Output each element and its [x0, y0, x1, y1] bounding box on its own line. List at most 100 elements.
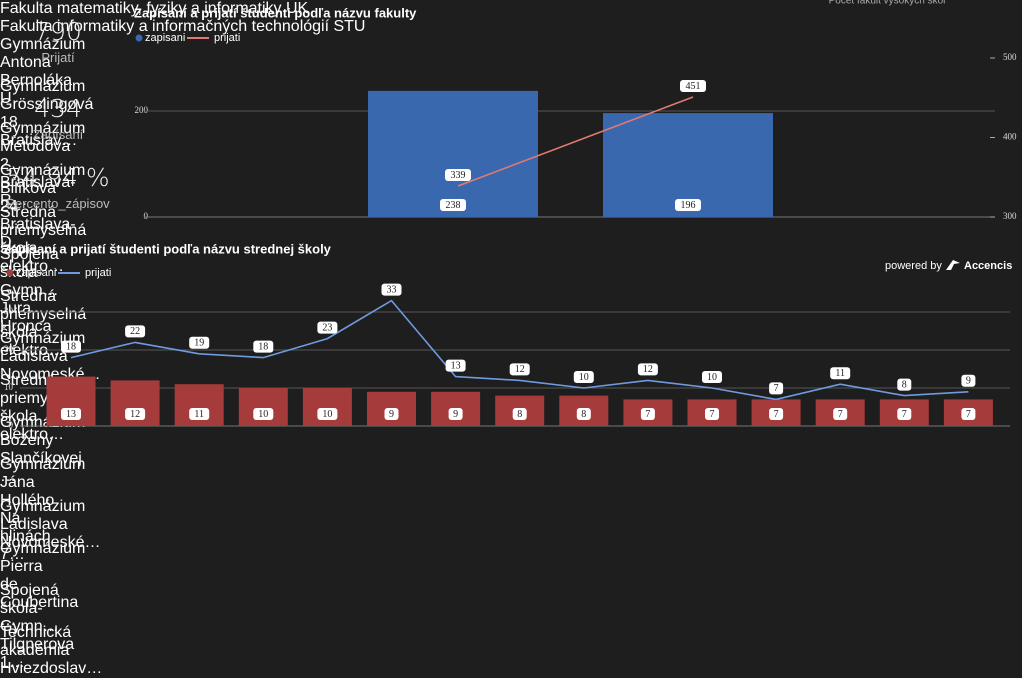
- data-label: 7: [710, 409, 715, 420]
- data-label-box: [445, 359, 466, 372]
- data-label-box: [189, 336, 210, 349]
- data-label-box: [833, 408, 848, 420]
- data-label-box: [705, 408, 719, 420]
- kpi-label: Prijatí: [41, 50, 75, 65]
- x-tick-label: Spojená škola-Gymn… Jura Hronca …: [0, 246, 59, 353]
- data-label: 12: [515, 364, 525, 375]
- data-label-box: [830, 367, 851, 380]
- data-label-box: [384, 408, 399, 420]
- data-label-box: [680, 79, 706, 92]
- data-label: 7: [774, 383, 779, 394]
- data-label-box: [961, 408, 976, 420]
- charts: Zapísaní a prijatí študenti podľa názvu …: [3, 0, 1017, 430]
- data-label: 10: [707, 372, 717, 383]
- data-label-box: [702, 371, 722, 383]
- legend-label: prijati: [85, 267, 111, 279]
- data-label: 238: [446, 200, 461, 211]
- bar: [238, 388, 288, 426]
- x-tick-label: Gymnázium Pierra de Coubertina …: [0, 540, 86, 629]
- data-label-box: [637, 363, 658, 376]
- branding: powered by Accencis: [885, 260, 1012, 272]
- x-tick-label: Gymnázium Ladislava Novomeské…: [0, 498, 101, 551]
- data-label: 10: [322, 409, 332, 420]
- kpi-value: 790: [34, 17, 82, 46]
- data-label: 9: [966, 376, 971, 387]
- data-label: 8: [902, 379, 907, 390]
- chart-title: Zapísaní a prijatí študenti podľa názvu …: [3, 241, 332, 256]
- data-label-box: [317, 321, 338, 334]
- data-label-box: [675, 199, 701, 211]
- data-label: 19: [194, 338, 204, 349]
- kpi-value: 434: [34, 94, 82, 123]
- kpi-label: Zapísaní: [32, 127, 84, 142]
- data-label-box: [381, 283, 402, 296]
- chart-title: Zapísaní a prijatí študenti podľa názvu …: [134, 5, 417, 20]
- x-tick-label: Gymnázium Bilíkova 24 Bratislava-D…: [0, 162, 86, 251]
- data-label-box: [445, 168, 471, 181]
- legend-dot: [135, 34, 143, 42]
- kpi-value: 54,94 %: [6, 163, 110, 192]
- data-label-box: [509, 363, 530, 376]
- data-label-box: [61, 408, 81, 420]
- y-tick-label: 0: [9, 420, 14, 430]
- data-label-box: [512, 408, 527, 420]
- data-label-box: [253, 340, 274, 353]
- y2-tick-label: 500: [1003, 52, 1017, 62]
- data-label: 23: [322, 322, 332, 333]
- legend-label: zapisani: [145, 32, 185, 44]
- data-label: 7: [645, 409, 650, 420]
- data-label-box: [448, 408, 463, 420]
- data-label-box: [897, 408, 912, 420]
- data-label-box: [125, 325, 146, 338]
- line: [70, 299, 969, 401]
- data-label-box: [769, 382, 784, 395]
- x-tick-label: Technická akadémia Hviezdoslav…: [0, 624, 103, 677]
- data-label-box: [961, 374, 976, 387]
- legend-label: zapisani: [16, 267, 56, 279]
- data-label: 339: [451, 170, 466, 181]
- line: [457, 96, 694, 187]
- data-label: 11: [835, 368, 845, 379]
- branding-name: Accencis: [964, 260, 1013, 272]
- data-label-box: [189, 408, 210, 420]
- data-label: 7: [902, 409, 907, 420]
- y2-tick-label: 400: [1003, 132, 1017, 142]
- data-label: 7: [838, 409, 843, 420]
- data-label-box: [61, 340, 81, 353]
- data-label-box: [576, 408, 591, 420]
- data-label: 7: [774, 409, 779, 420]
- data-label: 18: [258, 341, 268, 352]
- legend-label: prijati: [214, 32, 240, 44]
- data-label-box: [317, 408, 338, 420]
- bar: [302, 388, 352, 426]
- data-label-box: [573, 371, 594, 383]
- branding-prefix: powered by: [885, 260, 942, 272]
- y-tick-label: 10: [4, 382, 14, 392]
- data-label: 22: [130, 326, 140, 337]
- logo: [945, 260, 960, 271]
- data-label: 8: [581, 409, 586, 420]
- data-label: 9: [389, 409, 394, 420]
- data-label-box: [769, 408, 784, 420]
- data-label: 18: [66, 341, 76, 352]
- data-label: 13: [451, 360, 461, 371]
- data-label-box: [253, 408, 274, 420]
- kpi-label: Percento_zápisov: [6, 196, 110, 211]
- data-label-box: [125, 408, 146, 420]
- y-tick-label: 20: [4, 344, 14, 354]
- y-tick-label: 0: [144, 211, 149, 221]
- bar: [368, 90, 538, 217]
- y2-axis-label: Počet fakúlt vysokých škôl: [829, 0, 946, 7]
- data-label-box: [440, 199, 466, 211]
- data-label: 33: [387, 284, 397, 295]
- data-label-box: [640, 408, 655, 420]
- data-label: 9: [453, 409, 458, 420]
- data-label: 451: [686, 81, 701, 92]
- data-label: 11: [194, 409, 204, 420]
- data-label: 10: [258, 409, 268, 420]
- data-label: 13: [66, 409, 76, 420]
- data-label-box: [897, 378, 912, 391]
- y-tick-label: 200: [135, 105, 149, 115]
- legend-dot: [6, 269, 14, 277]
